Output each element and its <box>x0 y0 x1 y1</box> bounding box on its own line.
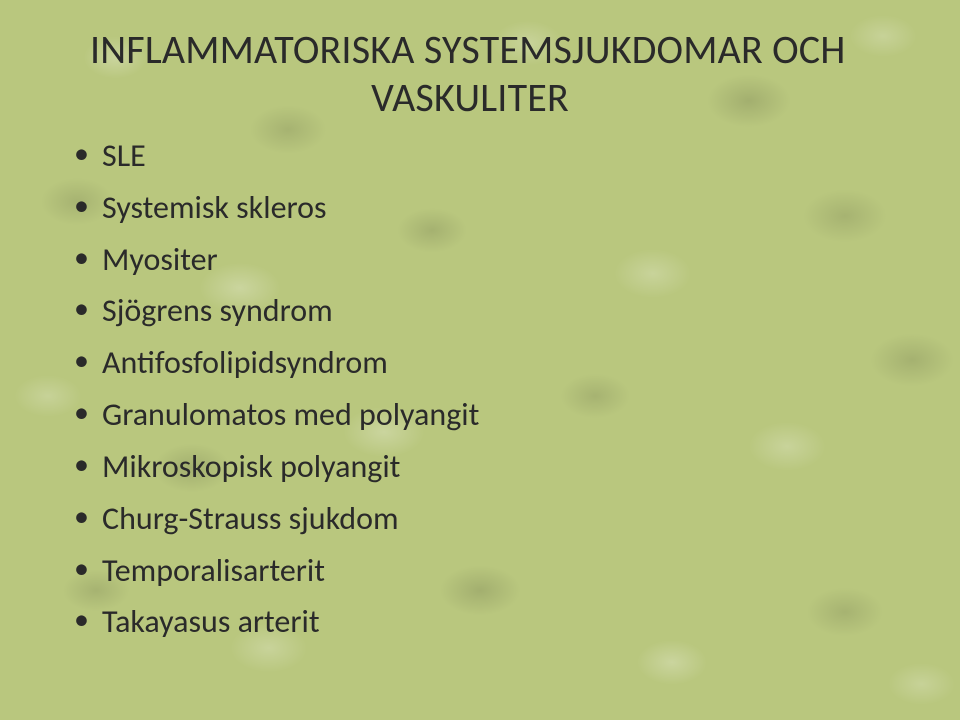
list-item: SLE <box>60 130 900 182</box>
bullet-list: SLE Systemisk skleros Myositer Sjögrens … <box>60 130 900 648</box>
title-block: INFLAMMATORISKA SYSTEMSJUKDOMAR OCH VASK… <box>90 26 900 122</box>
list-item: Granulomatos med polyangit <box>60 389 900 441</box>
slide: INFLAMMATORISKA SYSTEMSJUKDOMAR OCH VASK… <box>0 0 960 720</box>
list-item: Myositer <box>60 234 900 286</box>
title-line-2: VASKULITER <box>90 74 850 122</box>
title-line-1: INFLAMMATORISKA SYSTEMSJUKDOMAR OCH <box>90 26 900 74</box>
list-item: Antifosfolipidsyndrom <box>60 337 900 389</box>
list-item: Sjögrens syndrom <box>60 285 900 337</box>
list-item: Mikroskopisk polyangit <box>60 441 900 493</box>
list-item: Temporalisarterit <box>60 545 900 597</box>
list-item: Churg-Strauss sjukdom <box>60 493 900 545</box>
list-item: Systemisk skleros <box>60 182 900 234</box>
slide-content: INFLAMMATORISKA SYSTEMSJUKDOMAR OCH VASK… <box>0 0 960 720</box>
list-item: Takayasus arterit <box>60 596 900 648</box>
